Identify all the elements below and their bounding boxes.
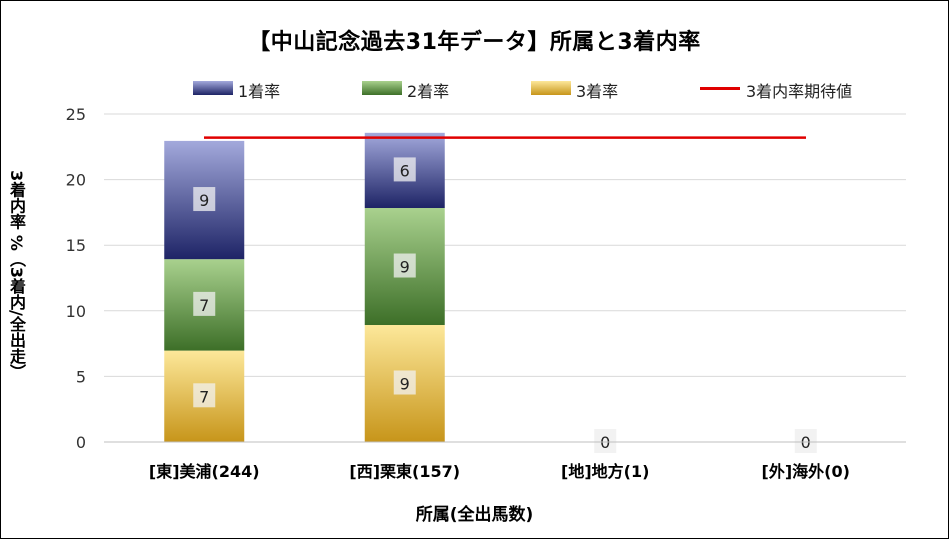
legend-swatch-1st xyxy=(193,81,233,95)
data-label: 9 xyxy=(400,375,410,394)
y-tick-label: 10 xyxy=(66,302,86,321)
chart-title: 【中山記念過去31年データ】所属と3着内率 xyxy=(248,30,701,55)
data-label-bg xyxy=(193,187,216,212)
x-tick-label: [外]海外(0) xyxy=(762,462,850,481)
data-label-bg xyxy=(193,291,216,316)
legend-label-1st: 1着率 xyxy=(238,82,281,101)
x-tick-label: [地]地方(1) xyxy=(561,462,649,481)
x-tick-label: [西]栗東(157) xyxy=(349,462,460,481)
y-tick-label: 5 xyxy=(76,367,86,386)
data-label-bg xyxy=(393,370,416,395)
data-label: 9 xyxy=(199,191,209,210)
y-tick-label: 20 xyxy=(66,171,86,190)
legend-label-2nd: 2着率 xyxy=(407,82,450,101)
data-label-bg xyxy=(393,253,416,278)
data-label-bg xyxy=(794,429,817,453)
data-label-bg xyxy=(193,383,216,408)
y-axis-title: 3着内率 %（3着内/全出走） xyxy=(7,170,26,380)
x-axis-title: 所属(全出馬数) xyxy=(415,505,534,525)
y-tick-label: 0 xyxy=(76,433,86,452)
data-label-bg xyxy=(594,429,617,453)
y-tick-label: 15 xyxy=(66,236,86,255)
legend-swatch-3rd xyxy=(531,81,571,95)
data-label-bg xyxy=(393,157,416,182)
x-tick-label: [東]美浦(244) xyxy=(149,462,260,481)
legend-label-3rd: 3着率 xyxy=(576,82,619,101)
y-tick-label: 25 xyxy=(66,105,86,124)
data-label: 7 xyxy=(199,387,209,406)
data-label: 7 xyxy=(199,296,209,315)
data-label: 9 xyxy=(400,258,410,277)
legend-line-expected xyxy=(700,87,740,90)
legend-label-expected: 3着内率期待値 xyxy=(746,82,853,101)
legend-swatch-2nd xyxy=(362,81,402,95)
data-label: 6 xyxy=(400,161,410,180)
